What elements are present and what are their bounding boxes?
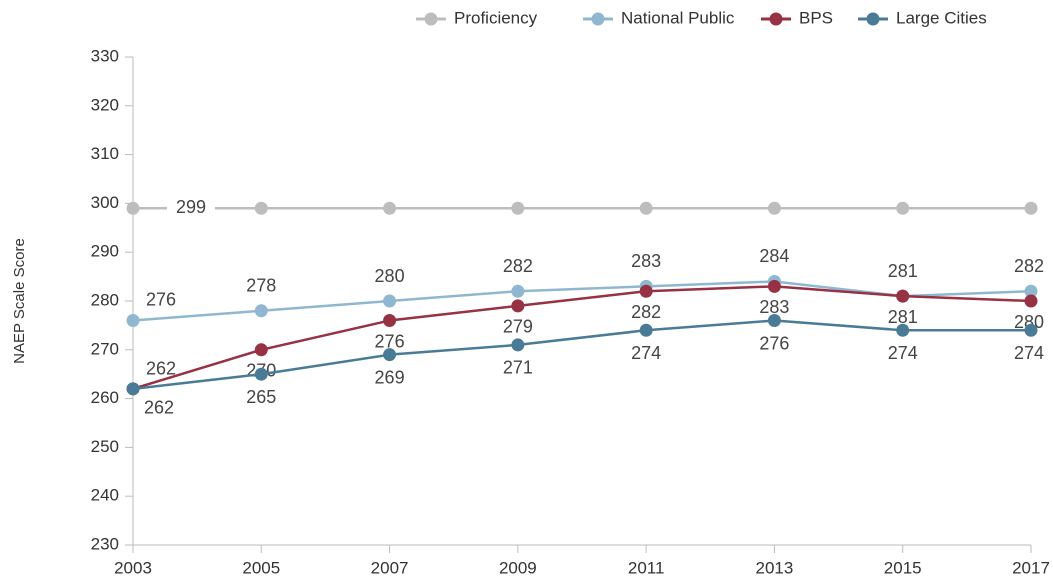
series-line — [132, 319, 1031, 391]
point — [1024, 294, 1038, 308]
data-label: 274 — [888, 343, 918, 363]
point — [511, 284, 525, 298]
data-label: 262 — [144, 398, 174, 418]
x-tick-label: 2005 — [242, 558, 280, 577]
label-bg — [167, 196, 215, 221]
legend-marker — [424, 12, 438, 26]
point — [1024, 284, 1038, 298]
data-label: 282 — [503, 256, 533, 276]
legend-marker — [769, 12, 783, 26]
legend-label: BPS — [799, 8, 833, 27]
y-tick-label: 310 — [91, 144, 119, 163]
y-axis-label: NAEP Scale Score — [11, 238, 28, 364]
point — [511, 338, 525, 352]
point — [767, 279, 781, 293]
point — [767, 201, 781, 215]
y-tick-label: 280 — [91, 290, 119, 309]
y-tick-label: 250 — [91, 437, 119, 456]
point — [511, 201, 525, 215]
data-label: 274 — [1014, 343, 1044, 363]
legend-label: Large Cities — [896, 8, 987, 27]
y-tick-label: 300 — [91, 193, 119, 212]
data-label: 283 — [631, 251, 661, 271]
legend-label: Proficiency — [454, 8, 538, 27]
point — [254, 201, 268, 215]
x-tick-label: 2009 — [499, 558, 537, 577]
point — [767, 314, 781, 328]
data-label: 280 — [375, 266, 405, 286]
data-label: 265 — [246, 387, 276, 407]
point — [896, 201, 910, 215]
x-tick-label: 2015 — [884, 558, 922, 577]
point — [896, 323, 910, 337]
point — [383, 348, 397, 362]
data-label: 282 — [1014, 256, 1044, 276]
data-label: 276 — [375, 331, 405, 351]
legend-marker — [866, 12, 880, 26]
point — [126, 382, 140, 396]
point — [1024, 201, 1038, 215]
legend-label: National Public — [621, 8, 735, 27]
x-tick-label: 2007 — [371, 558, 409, 577]
point — [639, 284, 653, 298]
point — [126, 314, 140, 328]
point — [383, 314, 397, 328]
data-label: 278 — [246, 276, 276, 296]
y-tick-label: 230 — [91, 534, 119, 553]
y-tick-label: 330 — [91, 46, 119, 65]
data-label: 299 — [176, 197, 206, 217]
data-label: 281 — [888, 261, 918, 281]
y-tick-label: 290 — [91, 242, 119, 261]
x-tick-label: 2013 — [756, 558, 794, 577]
data-label: 276 — [759, 333, 789, 353]
point — [896, 289, 910, 303]
data-label: 276 — [146, 289, 176, 309]
data-label: 281 — [888, 307, 918, 327]
y-tick-label: 240 — [91, 486, 119, 505]
point — [254, 343, 268, 357]
y-tick-label: 320 — [91, 95, 119, 114]
legend-marker — [591, 12, 605, 26]
point — [383, 294, 397, 308]
point — [126, 201, 140, 215]
x-tick-label: 2017 — [1012, 558, 1050, 577]
y-tick-label: 260 — [91, 388, 119, 407]
point — [254, 304, 268, 318]
point — [383, 201, 397, 215]
data-label: 269 — [375, 367, 405, 387]
data-label: 282 — [631, 302, 661, 322]
data-label: 274 — [631, 343, 661, 363]
data-label: 262 — [146, 359, 176, 379]
y-tick-label: 270 — [91, 339, 119, 358]
data-label: 280 — [1014, 312, 1044, 332]
data-label: 271 — [503, 358, 533, 378]
series-line — [132, 285, 1032, 391]
data-label: 283 — [759, 297, 789, 317]
data-label: 284 — [759, 246, 789, 266]
x-tick-label: 2011 — [628, 558, 665, 577]
data-label: 279 — [503, 317, 533, 337]
point — [254, 367, 268, 381]
x-tick-label: 2003 — [114, 558, 152, 577]
point — [639, 201, 653, 215]
point — [511, 299, 525, 313]
point — [1024, 323, 1038, 337]
point — [639, 323, 653, 337]
